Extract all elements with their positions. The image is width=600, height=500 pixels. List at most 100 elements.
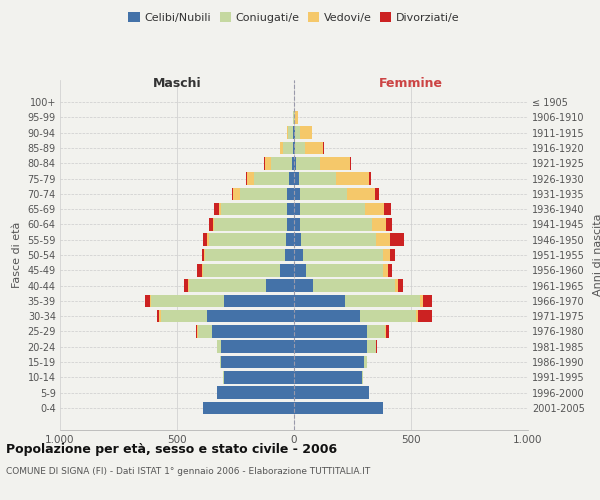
Bar bbox=[367, 325, 385, 338]
Bar bbox=[336, 172, 369, 185]
Bar bbox=[294, 280, 313, 292]
Bar bbox=[292, 157, 294, 170]
Bar bbox=[214, 203, 219, 215]
Bar bbox=[365, 203, 384, 215]
Bar bbox=[300, 126, 311, 139]
Bar bbox=[286, 234, 294, 246]
Bar bbox=[221, 203, 287, 215]
Bar bbox=[204, 248, 205, 262]
Bar bbox=[295, 111, 298, 124]
Bar bbox=[346, 294, 421, 307]
Bar bbox=[388, 264, 392, 276]
Y-axis label: Fasce di età: Fasce di età bbox=[12, 222, 22, 288]
Bar bbox=[385, 325, 386, 338]
Bar bbox=[299, 172, 336, 185]
Bar bbox=[221, 340, 294, 353]
Bar bbox=[295, 126, 300, 139]
Bar bbox=[247, 172, 254, 185]
Bar bbox=[289, 172, 294, 185]
Bar bbox=[294, 264, 306, 276]
Bar bbox=[263, 157, 265, 170]
Bar bbox=[287, 203, 294, 215]
Bar bbox=[294, 340, 367, 353]
Bar bbox=[205, 248, 284, 262]
Bar bbox=[224, 371, 294, 384]
Bar bbox=[266, 280, 294, 292]
Bar bbox=[294, 248, 304, 262]
Bar bbox=[294, 188, 300, 200]
Bar bbox=[386, 218, 392, 230]
Bar bbox=[294, 157, 296, 170]
Bar bbox=[208, 234, 209, 246]
Bar bbox=[386, 325, 389, 338]
Bar bbox=[294, 371, 362, 384]
Bar bbox=[383, 248, 390, 262]
Y-axis label: Anni di nascita: Anni di nascita bbox=[593, 214, 600, 296]
Bar bbox=[220, 356, 221, 368]
Bar bbox=[294, 310, 359, 322]
Text: COMUNE DI SIGNA (FI) - Dati ISTAT 1° gennaio 2006 - Elaborazione TUTTITALIA.IT: COMUNE DI SIGNA (FI) - Dati ISTAT 1° gen… bbox=[6, 468, 370, 476]
Bar bbox=[300, 218, 373, 230]
Bar bbox=[305, 142, 323, 154]
Bar bbox=[209, 234, 286, 246]
Bar bbox=[224, 294, 294, 307]
Bar bbox=[364, 356, 367, 368]
Bar bbox=[383, 264, 388, 276]
Bar bbox=[157, 310, 160, 322]
Bar bbox=[296, 157, 320, 170]
Bar bbox=[294, 234, 301, 246]
Bar bbox=[362, 371, 363, 384]
Bar bbox=[202, 264, 203, 276]
Bar bbox=[423, 294, 432, 307]
Bar bbox=[295, 142, 305, 154]
Text: Femmine: Femmine bbox=[379, 77, 443, 90]
Bar bbox=[301, 234, 376, 246]
Bar bbox=[294, 325, 367, 338]
Bar bbox=[293, 111, 294, 124]
Bar bbox=[294, 142, 295, 154]
Text: Popolazione per età, sesso e stato civile - 2006: Popolazione per età, sesso e stato civil… bbox=[6, 442, 337, 456]
Bar bbox=[294, 203, 300, 215]
Bar bbox=[219, 203, 221, 215]
Bar bbox=[150, 294, 151, 307]
Bar bbox=[323, 142, 325, 154]
Bar bbox=[223, 371, 224, 384]
Bar bbox=[390, 234, 404, 246]
Bar bbox=[151, 294, 224, 307]
Bar bbox=[347, 188, 375, 200]
Bar bbox=[265, 157, 271, 170]
Bar bbox=[304, 248, 383, 262]
Bar bbox=[217, 386, 294, 399]
Bar bbox=[254, 172, 289, 185]
Bar bbox=[184, 280, 188, 292]
Bar bbox=[145, 294, 150, 307]
Bar bbox=[240, 188, 287, 200]
Bar bbox=[416, 310, 418, 322]
Bar bbox=[367, 340, 376, 353]
Bar bbox=[350, 157, 352, 170]
Bar bbox=[232, 188, 233, 200]
Bar bbox=[398, 280, 403, 292]
Bar bbox=[369, 172, 371, 185]
Bar bbox=[294, 386, 369, 399]
Bar bbox=[375, 188, 379, 200]
Bar bbox=[233, 188, 240, 200]
Bar bbox=[202, 248, 204, 262]
Bar bbox=[214, 218, 287, 230]
Bar bbox=[359, 310, 416, 322]
Bar bbox=[208, 310, 294, 322]
Bar bbox=[287, 218, 294, 230]
Bar bbox=[287, 188, 294, 200]
Bar bbox=[197, 325, 198, 338]
Bar bbox=[271, 157, 292, 170]
Bar bbox=[320, 157, 350, 170]
Bar bbox=[395, 280, 398, 292]
Bar bbox=[418, 310, 432, 322]
Bar bbox=[203, 402, 294, 414]
Bar bbox=[373, 218, 386, 230]
Bar bbox=[288, 126, 293, 139]
Bar bbox=[294, 126, 295, 139]
Bar bbox=[294, 356, 364, 368]
Bar bbox=[300, 203, 365, 215]
Bar bbox=[294, 172, 299, 185]
